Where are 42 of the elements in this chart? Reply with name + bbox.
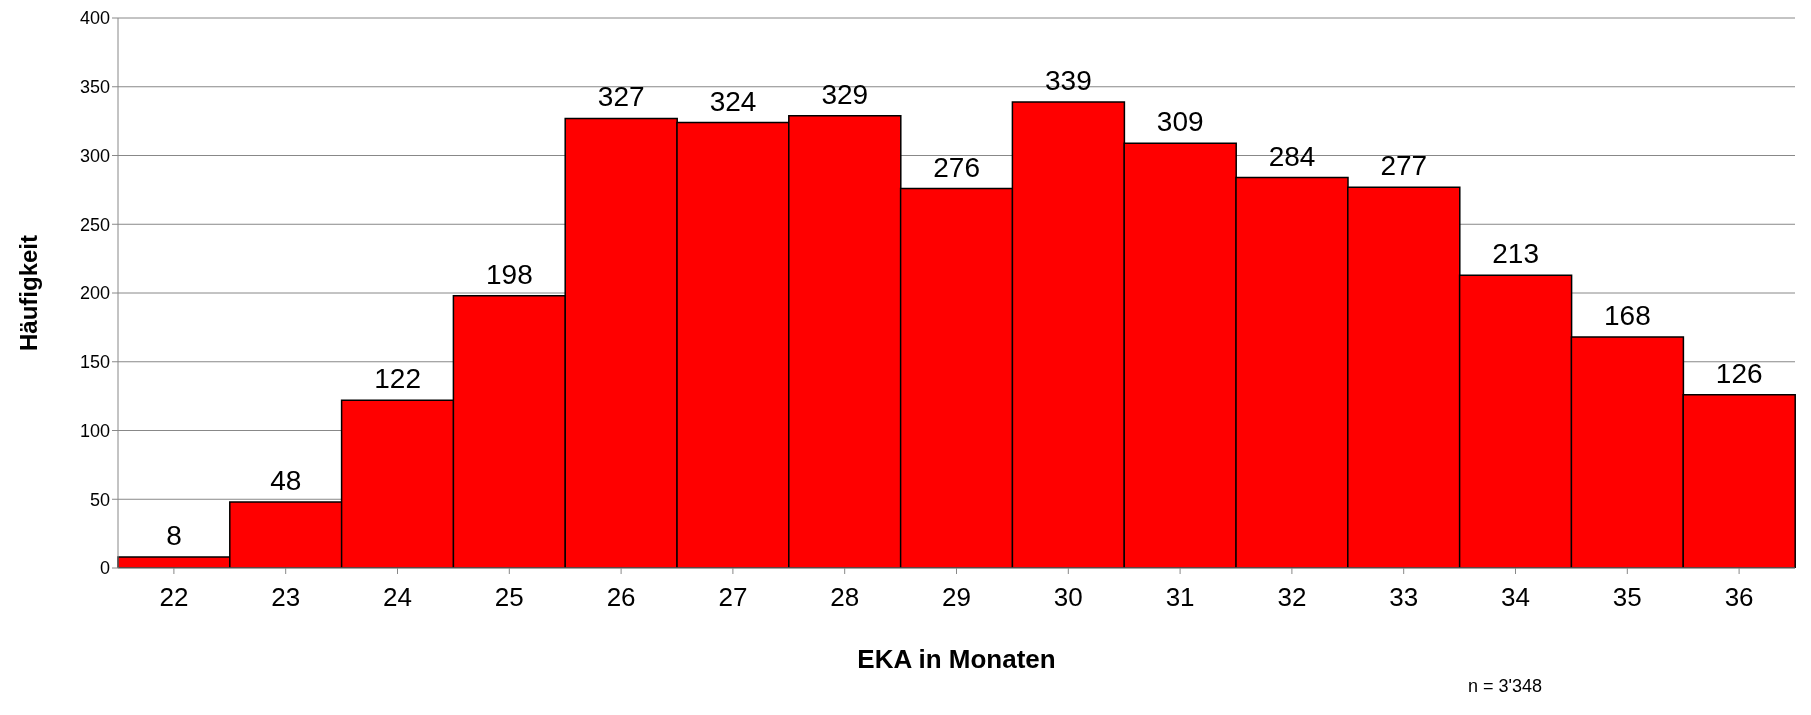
x-axis-title: EKA in Monaten [857, 644, 1056, 674]
data-label: 339 [1045, 64, 1092, 96]
y-axis-title: Häufigkeit [14, 234, 42, 352]
data-label: 168 [1604, 300, 1651, 331]
y-tick-label: 100 [79, 420, 110, 441]
x-tick-label: 29 [942, 582, 971, 613]
x-tick-label: 30 [1053, 582, 1083, 613]
data-label: 122 [374, 363, 421, 395]
x-tick-label: 22 [159, 582, 189, 613]
y-tick-label: 350 [79, 77, 110, 98]
data-label: 277 [1380, 150, 1428, 182]
y-tick-label: 400 [79, 8, 110, 29]
y-tick-label: 200 [79, 283, 110, 304]
x-tick-label: 32 [1277, 582, 1307, 613]
data-label: 324 [709, 85, 757, 117]
x-tick-label: 26 [606, 582, 636, 613]
x-tick-label: 35 [1612, 582, 1642, 613]
x-tick-label: 34 [1501, 582, 1530, 613]
y-tick-label: 50 [89, 489, 110, 510]
data-label: 276 [933, 151, 980, 183]
y-tick-label: 0 [99, 558, 110, 579]
data-label: 284 [1268, 140, 1316, 172]
x-tick-label: 27 [718, 582, 748, 613]
y-tick-label: 300 [79, 145, 110, 166]
text: n = 3'348 [1468, 676, 1543, 697]
data-label: 126 [1715, 357, 1763, 389]
data-label: 329 [821, 78, 869, 110]
x-tick-label: 28 [830, 582, 860, 613]
x-tick-label: 24 [383, 582, 412, 613]
x-tick-label: 31 [1165, 582, 1195, 613]
data-label: 198 [486, 258, 533, 290]
y-tick-label: 250 [79, 214, 110, 235]
x-tick-label: 23 [271, 582, 301, 613]
y-tick-label: 150 [79, 352, 110, 373]
data-label: 8 [166, 520, 182, 551]
x-tick-label: 33 [1389, 582, 1419, 613]
data-label: 309 [1156, 106, 1204, 138]
data-label: 48 [270, 465, 302, 496]
x-tick-label: 25 [494, 582, 524, 613]
x-tick-label: 36 [1724, 582, 1754, 613]
data-label: 327 [597, 81, 645, 113]
data-label: 213 [1492, 238, 1539, 270]
